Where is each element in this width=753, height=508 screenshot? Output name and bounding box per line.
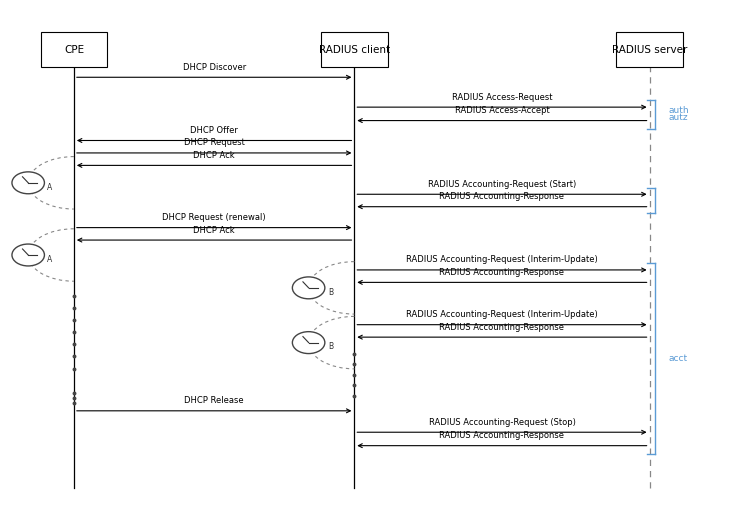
Text: acct: acct <box>669 354 687 363</box>
Text: RADIUS Accounting-Request (Start): RADIUS Accounting-Request (Start) <box>428 180 576 189</box>
Text: DHCP Request (renewal): DHCP Request (renewal) <box>163 213 266 222</box>
Text: DHCP Release: DHCP Release <box>184 396 244 405</box>
Text: RADIUS Accounting-Response: RADIUS Accounting-Response <box>440 431 565 440</box>
Text: A: A <box>47 183 53 192</box>
Text: RADIUS Access-Request: RADIUS Access-Request <box>452 92 552 102</box>
Circle shape <box>292 332 325 354</box>
Text: autz: autz <box>669 113 688 122</box>
Circle shape <box>12 244 44 266</box>
Text: DHCP Ack: DHCP Ack <box>194 226 235 235</box>
Circle shape <box>292 277 325 299</box>
Text: A: A <box>47 255 53 264</box>
Text: RADIUS server: RADIUS server <box>612 45 687 55</box>
Text: RADIUS Accounting-Response: RADIUS Accounting-Response <box>440 192 565 201</box>
Text: DHCP Ack: DHCP Ack <box>194 151 235 160</box>
Text: B: B <box>328 288 333 297</box>
FancyBboxPatch shape <box>41 33 107 68</box>
Text: RADIUS Access-Accept: RADIUS Access-Accept <box>455 106 550 115</box>
Text: auth: auth <box>669 106 689 115</box>
FancyBboxPatch shape <box>616 33 683 68</box>
Text: RADIUS Accounting-Response: RADIUS Accounting-Response <box>440 323 565 332</box>
Text: RADIUS Accounting-Response: RADIUS Accounting-Response <box>440 268 565 277</box>
Text: DHCP Offer: DHCP Offer <box>191 126 238 135</box>
Text: DHCP Discover: DHCP Discover <box>182 63 245 72</box>
Text: CPE: CPE <box>64 45 84 55</box>
Text: RADIUS Accounting-Request (Stop): RADIUS Accounting-Request (Stop) <box>428 418 575 427</box>
FancyBboxPatch shape <box>321 33 388 68</box>
Text: B: B <box>328 342 333 352</box>
Text: RADIUS Accounting-Request (Interim-Update): RADIUS Accounting-Request (Interim-Updat… <box>406 310 598 319</box>
Text: RADIUS client: RADIUS client <box>319 45 390 55</box>
Text: DHCP Request: DHCP Request <box>184 139 245 147</box>
Circle shape <box>12 172 44 194</box>
Text: RADIUS Accounting-Request (Interim-Update): RADIUS Accounting-Request (Interim-Updat… <box>406 256 598 265</box>
